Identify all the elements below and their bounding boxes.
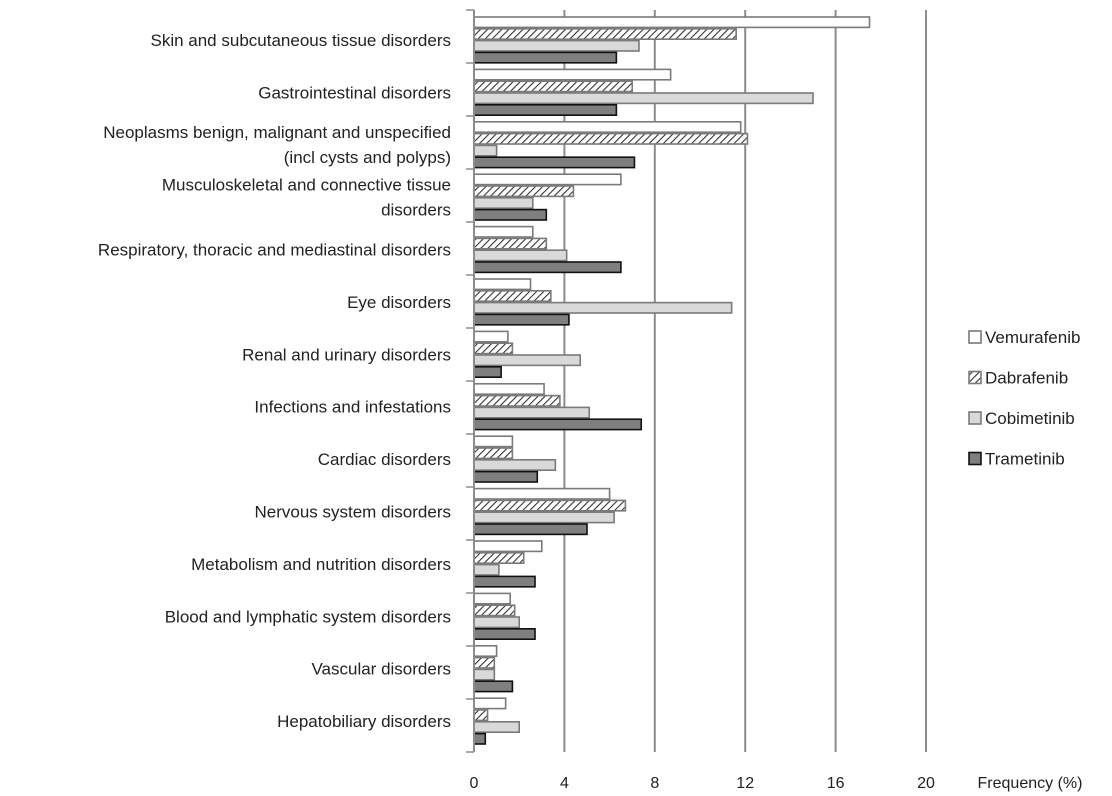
bar-cobimetinib — [473, 511, 615, 524]
legend-label-vemurafenib: Vemurafenib — [985, 328, 1080, 347]
bar-dabrafenib — [473, 499, 627, 512]
bar-cobimetinib — [473, 720, 521, 733]
category-label: Hepatobiliary disorders — [277, 712, 451, 731]
legend-swatch-vemurafenib — [968, 330, 982, 344]
bar-vemurafenib — [473, 68, 672, 81]
legend-swatch-trametinib — [968, 451, 982, 466]
bar-cobimetinib — [473, 458, 557, 471]
bar-cobimetinib — [473, 616, 521, 629]
bar-trametinib — [473, 208, 548, 221]
bar-vemurafenib — [473, 330, 509, 343]
category-label: Respiratory, thoracic and mediastinal di… — [98, 241, 451, 260]
category-labels: Skin and subcutaneous tissue disorders Ga… — [98, 31, 451, 731]
bar-trametinib — [473, 680, 514, 693]
bar-vemurafenib — [473, 278, 532, 291]
bar-vemurafenib — [473, 435, 514, 448]
bar-vemurafenib — [473, 487, 611, 500]
bar-trametinib — [473, 156, 636, 169]
x-tick-label: 0 — [470, 775, 479, 792]
category-label: Neoplasms benign, malignant and unspecif… — [103, 123, 451, 142]
bar-vemurafenib — [473, 121, 742, 134]
bar-vemurafenib — [473, 592, 511, 605]
category-label: Cardiac disorders — [318, 450, 451, 469]
bar-trametinib — [473, 365, 502, 378]
bar-trametinib — [473, 51, 618, 64]
bar-cobimetinib — [473, 249, 568, 262]
bars — [473, 16, 871, 745]
legend: Vemurafenib Dabrafenib Cobimetinib Trametin… — [968, 328, 1080, 469]
category-label: Eye disorders — [347, 293, 451, 312]
x-tick-label: 8 — [650, 775, 659, 792]
bar-vemurafenib — [473, 382, 545, 395]
bar-dabrafenib — [473, 551, 525, 564]
bar-cobimetinib — [473, 301, 733, 314]
bar-vemurafenib — [473, 540, 543, 553]
bar-trametinib — [473, 470, 539, 483]
bar-cobimetinib — [473, 406, 591, 419]
bar-trametinib — [473, 418, 643, 431]
x-tick-labels: 0 4 8 12 16 20 — [470, 775, 935, 792]
bar-trametinib — [473, 732, 487, 745]
bar-vemurafenib — [473, 697, 507, 710]
bar-dabrafenib — [473, 237, 548, 250]
bar-vemurafenib — [473, 16, 871, 29]
bar-dabrafenib — [473, 342, 514, 355]
bar-trametinib — [473, 523, 588, 536]
category-label: Gastrointestinal disorders — [258, 83, 451, 102]
bar-cobimetinib — [473, 197, 534, 210]
bar-cobimetinib — [473, 39, 640, 52]
bar-cobimetinib — [473, 144, 498, 157]
bar-cobimetinib — [473, 668, 496, 681]
bar-trametinib — [473, 627, 536, 640]
bar-trametinib — [473, 261, 622, 274]
bar-trametinib — [473, 575, 536, 588]
bar-dabrafenib — [473, 394, 561, 407]
bar-vemurafenib — [473, 225, 534, 238]
x-tick-label: 4 — [560, 775, 569, 792]
bar-dabrafenib — [473, 289, 552, 302]
legend-label-trametinib: Trametinib — [985, 450, 1065, 469]
bar-cobimetinib — [473, 563, 500, 576]
bar-vemurafenib — [473, 173, 622, 186]
category-label: Skin and subcutaneous tissue disorders — [150, 31, 451, 50]
axes — [466, 9, 475, 753]
legend-label-cobimetinib: Cobimetinib — [985, 409, 1075, 428]
category-label: (incl cysts and polyps) — [284, 148, 451, 167]
bar-dabrafenib — [473, 27, 737, 40]
bar-dabrafenib — [473, 132, 749, 145]
bar-cobimetinib — [473, 92, 814, 105]
bar-dabrafenib — [473, 709, 489, 722]
x-tick-label: 12 — [736, 775, 754, 792]
x-axis-title: Frequency (%) — [978, 775, 1083, 792]
category-label: Vascular disorders — [311, 660, 451, 679]
bar-dabrafenib — [473, 185, 575, 198]
bar-dabrafenib — [473, 80, 633, 93]
category-label: Blood and lymphatic system disorders — [165, 607, 451, 626]
x-tick-label: 20 — [917, 775, 935, 792]
legend-label-dabrafenib: Dabrafenib — [985, 369, 1068, 388]
bar-dabrafenib — [473, 604, 516, 617]
x-tick-label: 16 — [827, 775, 845, 792]
bar-trametinib — [473, 104, 618, 117]
bar-dabrafenib — [473, 447, 514, 460]
category-label: Infections and infestations — [254, 398, 451, 417]
bar-dabrafenib — [473, 656, 496, 669]
category-label: disorders — [381, 201, 451, 220]
category-label: Nervous system disorders — [254, 503, 451, 522]
category-label: Musculoskeletal and connective tissue — [162, 176, 451, 195]
bar-trametinib — [473, 313, 570, 326]
category-label: Metabolism and nutrition disorders — [191, 555, 451, 574]
category-label: Renal and urinary disorders — [242, 345, 451, 364]
bar-cobimetinib — [473, 354, 582, 367]
legend-swatch-cobimetinib — [968, 411, 982, 425]
legend-swatch-dabrafenib — [968, 370, 982, 385]
bar-vemurafenib — [473, 644, 498, 657]
